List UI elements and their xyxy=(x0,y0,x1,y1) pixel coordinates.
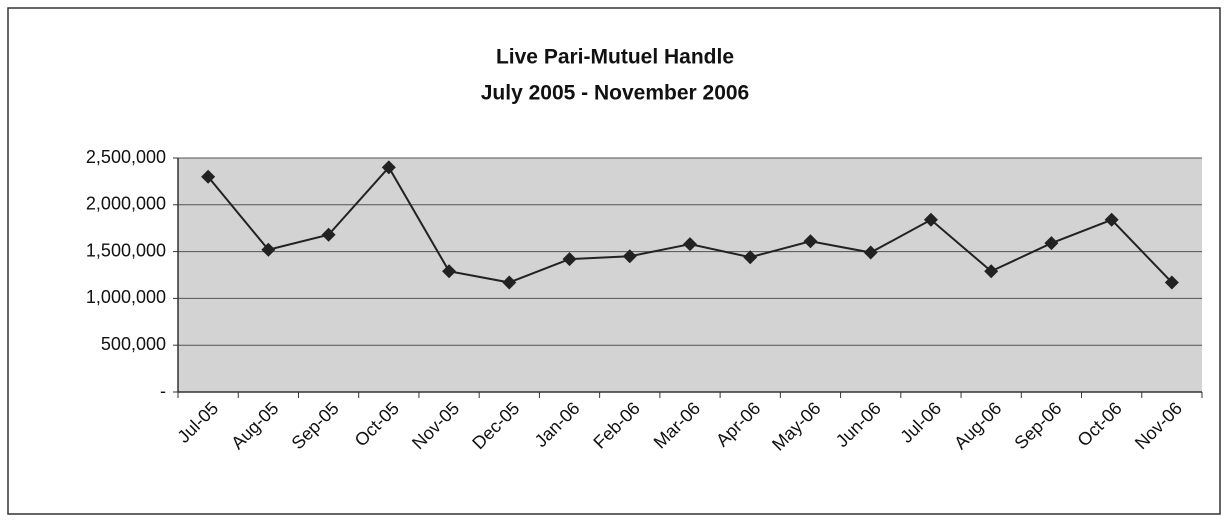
data-point xyxy=(1104,212,1119,227)
data-point xyxy=(1164,275,1179,290)
data-point xyxy=(381,160,396,175)
data-point xyxy=(622,249,637,264)
y-tick-label: - xyxy=(160,381,166,401)
data-point xyxy=(984,264,999,279)
data-point xyxy=(562,252,577,267)
data-point xyxy=(863,245,878,260)
y-tick-label: 2,500,000 xyxy=(86,147,166,167)
plot-area xyxy=(178,158,1202,392)
data-point xyxy=(803,234,818,249)
y-tick-label: 1,000,000 xyxy=(86,287,166,307)
data-point xyxy=(683,237,697,252)
data-point xyxy=(442,264,457,279)
y-tick-label: 2,000,000 xyxy=(86,194,166,214)
chart-title: Live Pari-Mutuel Handle xyxy=(496,46,734,69)
y-tick-label: 1,500,000 xyxy=(86,240,166,260)
data-point xyxy=(743,250,758,265)
y-tick-label: 500,000 xyxy=(101,334,166,354)
data-point xyxy=(321,227,336,242)
data-point xyxy=(923,212,938,227)
data-point xyxy=(1044,236,1059,251)
data-point xyxy=(502,275,517,290)
data-point xyxy=(261,242,276,257)
chart-subtitle: July 2005 - November 2006 xyxy=(481,82,750,105)
data-point xyxy=(201,169,216,184)
